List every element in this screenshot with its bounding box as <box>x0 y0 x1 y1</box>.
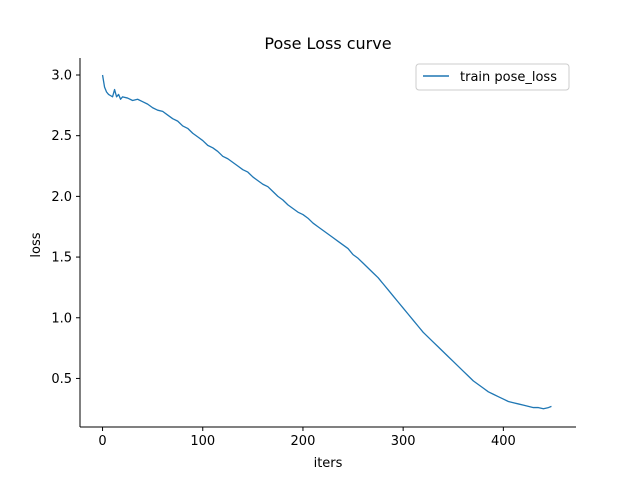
x-tick-label: 100 <box>190 434 215 449</box>
y-tick-label: 1.5 <box>51 251 72 266</box>
y-tick-label: 1.0 <box>51 311 72 326</box>
y-tick-label: 2.0 <box>51 190 72 205</box>
x-tick-label: 0 <box>98 434 106 449</box>
y-axis-label: loss <box>29 232 44 257</box>
y-tick-label: 3.0 <box>51 68 72 83</box>
legend-frame <box>415 63 570 91</box>
x-axis-ticks: 0 100 200 300 400 <box>98 427 516 449</box>
legend-label-train-pose-loss: train pose_loss <box>460 70 557 85</box>
x-tick-label: 200 <box>291 434 316 449</box>
x-axis-label: iters <box>314 456 343 471</box>
chart-title: Pose Loss curve <box>264 34 391 53</box>
series-layer <box>101 74 552 410</box>
x-tick-label: 400 <box>491 434 516 449</box>
y-tick-label: 0.5 <box>51 372 72 387</box>
series-line-train-pose-loss <box>101 74 552 410</box>
axes <box>79 58 576 428</box>
legend: train pose_loss <box>415 63 570 91</box>
x-tick-label: 300 <box>391 434 416 449</box>
y-axis-ticks: 0.5 1.0 1.5 2.0 2.5 3.0 <box>51 68 80 387</box>
y-tick-label: 2.5 <box>51 129 72 144</box>
